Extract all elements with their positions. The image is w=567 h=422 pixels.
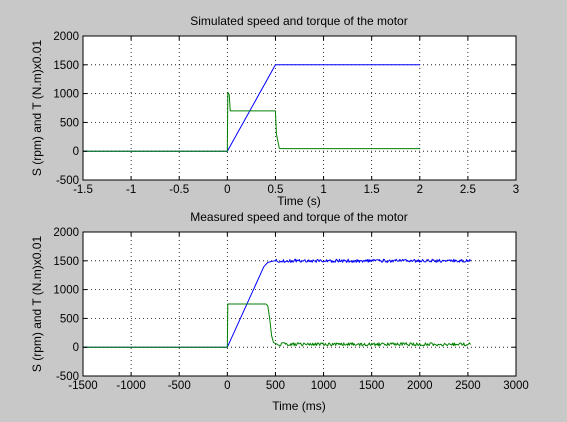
plot-area bbox=[82, 35, 517, 181]
y-tick-label: 1500 bbox=[53, 60, 79, 72]
x-tick-label: 0.5 bbox=[267, 184, 283, 196]
x-tick-label: -1.5 bbox=[73, 184, 93, 196]
y-tick-label: 1000 bbox=[53, 285, 79, 297]
x-tick-label: 500 bbox=[266, 380, 285, 392]
x-tick-label: -1500 bbox=[68, 380, 97, 392]
x-tick-label: 2.5 bbox=[460, 184, 476, 196]
x-tick-label: 2 bbox=[417, 184, 423, 196]
x-tick-label: -1000 bbox=[116, 380, 145, 392]
y-tick-label: -500 bbox=[56, 371, 79, 383]
x-tick-label: 1500 bbox=[359, 380, 385, 392]
y-tick-label: 0 bbox=[73, 146, 79, 158]
series-line-2 bbox=[83, 303, 471, 348]
x-tick-label: 1.5 bbox=[364, 184, 380, 196]
chart-title: Measured speed and torque of the motor bbox=[190, 210, 407, 224]
x-tick-label: 2000 bbox=[407, 380, 433, 392]
chart-title: Simulated speed and torque of the motor bbox=[190, 14, 407, 28]
grid bbox=[83, 232, 516, 376]
y-tick-label: -500 bbox=[56, 175, 79, 187]
y-tick-label: 1500 bbox=[53, 256, 79, 268]
x-tick-label: 0 bbox=[224, 184, 230, 196]
chart-top: -1.5 -1 -0.5 0 0.5 1 1.5 2 2.5 3 -500 0 500 1000 1500 2… bbox=[30, 14, 519, 208]
y-axis-label: S (rpm) and T (N.m)x0.01 bbox=[30, 40, 44, 177]
x-tick-label: 1000 bbox=[311, 380, 337, 392]
x-tick-label: 1 bbox=[320, 184, 326, 196]
ticks: -1.5 -1 -0.5 0 0.5 1 1.5 2 2.5 3 -500 0 500 1000 1500 2… bbox=[53, 31, 519, 196]
y-tick-label: 0 bbox=[73, 342, 79, 354]
x-tick-label: 3000 bbox=[503, 380, 529, 392]
series-group bbox=[83, 258, 472, 348]
plot-area bbox=[82, 231, 517, 377]
series-line-2 bbox=[83, 91, 420, 152]
x-tick-label: -1 bbox=[126, 184, 136, 196]
ticks: -1500 -1000 -500 0 500 1000 1500 2000 2500 3000 -5… bbox=[53, 227, 528, 392]
y-tick-label: 2000 bbox=[53, 227, 79, 239]
grid bbox=[83, 36, 516, 180]
y-tick-label: 500 bbox=[60, 313, 79, 325]
series-group bbox=[83, 64, 420, 152]
x-tick-label: 3 bbox=[513, 184, 519, 196]
y-tick-label: 1000 bbox=[53, 89, 79, 101]
x-tick-label: 0 bbox=[224, 380, 230, 392]
x-tick-label: -500 bbox=[168, 380, 191, 392]
series-line-1 bbox=[83, 258, 472, 348]
x-axis-label: Time (ms) bbox=[272, 399, 326, 413]
x-axis-label: Time (s) bbox=[277, 194, 321, 208]
y-tick-label: 500 bbox=[60, 117, 79, 129]
chart-bottom: -1500 -1000 -500 0 500 1000 1500 2000 2500 3000 -5… bbox=[30, 210, 529, 413]
x-tick-label: -0.5 bbox=[169, 184, 189, 196]
y-axis-label: S (rpm) and T (N.m)x0.01 bbox=[30, 236, 44, 373]
x-tick-label: 2500 bbox=[455, 380, 481, 392]
y-tick-label: 2000 bbox=[53, 31, 79, 43]
